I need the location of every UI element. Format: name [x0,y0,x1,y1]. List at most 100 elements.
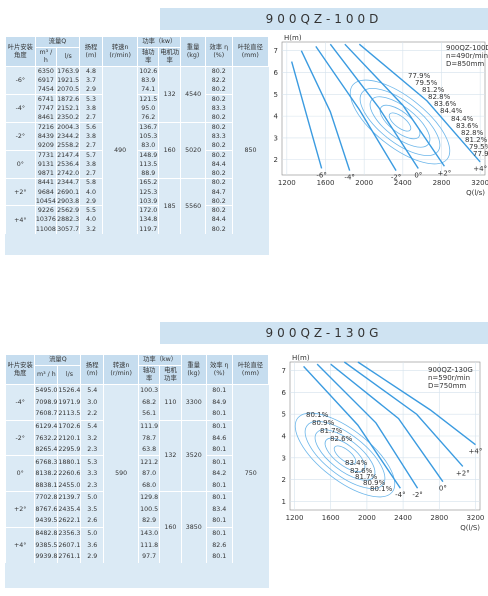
data-row: -4° 5495.0 1526.4 5.4 590 100.3 110 3300 80.1 750 [4,383,269,563]
efficiency-contour [369,96,431,148]
cell: 3.7 [79,75,103,86]
cell: 2344.7 [56,177,80,188]
efficiency-contour [333,445,357,465]
cell: 2295.9 [57,443,81,456]
cell: 1702.6 [57,419,81,433]
cell: 88.9 [137,168,159,179]
y-tick-label: 3 [274,134,278,142]
cell: 5.4 [80,419,104,433]
performance-curve [330,363,444,483]
data-row: +2° 8441 2344.7 5.8 165.2 185 5560 80.2 [5,177,269,234]
x-axis-label: Q(l/S) [460,524,480,532]
cell: 2113.5 [57,408,81,421]
cell: 105.3 [137,131,159,141]
curve-label: 0° [439,485,447,493]
cell: 2.3 [80,479,104,492]
cell: 1763.9 [56,65,80,76]
data-row: 7608.7 2113.5 2.2 56.1 80.1 [6,408,269,421]
cell: 8439 [34,131,57,141]
cell: 95.0 [137,103,159,113]
y-tick-label: 4 [274,113,279,121]
cell: 4.0 [79,215,103,225]
performance-curve [343,361,464,467]
cell: 5495.0 [34,384,58,397]
cell: 4.8 [79,65,103,76]
cell: 2.9 [80,550,104,563]
cell: 165.2 [137,177,159,188]
y-tick-label: 5 [274,91,278,99]
header-cell: 转速n (r/min) [102,354,140,385]
data-row: 8838.1 2455.0 2.3 68.0 80.1 [6,479,269,492]
data-row: 0° 7731 2147.4 5.7 148.9 80.2 [5,149,269,179]
cell: 63.8 [138,443,160,456]
cell: 10376 [34,215,57,225]
data-row: 8461 2350.2 2.7 76.2 80.2 [6,112,269,123]
efficiency-label: 81.2% [465,136,488,144]
cell: 83.3 [205,103,233,113]
cell: 125.3 [137,187,159,197]
motor-cell: 160 [159,491,182,563]
section-title: 900QZ-100D [160,8,488,30]
cell: 3.8 [79,159,103,169]
cell: 148.9 [137,149,159,160]
cell: 80.2 [205,65,233,76]
data-row: +2° 7702.8 2139.7 5.0 129.8 160 3850 80.1 [4,491,269,563]
data-row: 0° 6768.3 1880.1 5.3 121.2 80.1 [4,455,269,492]
cell: 7216 [34,121,57,132]
cell: 80.1 [205,443,233,456]
cell: 80.2 [205,93,233,104]
efficiency-contour [359,88,441,156]
cell: 3.8 [79,103,103,113]
cell: 2903.8 [56,196,80,206]
angle-cell: -2° [5,121,36,151]
performance-curve [315,45,397,171]
cell: 84.4 [205,159,233,169]
curve-label: -4° [344,174,354,182]
cell: 103.9 [137,196,159,206]
angle-cell: 0° [5,149,36,179]
efficiency-label: 77.9% [473,150,488,158]
cell: 2536.4 [56,159,80,169]
efficiency-label: 79.5% [415,79,438,87]
cell: 100.5 [138,503,160,516]
cell: 2455.0 [57,479,81,492]
cell: 80.1 [205,526,233,540]
curve-label: -4° [395,491,405,499]
x-tick-label: 3200 [471,179,488,187]
cell: 80.2 [205,85,233,95]
cell: 1971.9 [57,396,81,409]
data-row: -4° 6741 1872.6 5.3 121.5 80.2 [5,93,269,123]
data-row: -2° 6129.4 1702.6 5.4 111.9 132 3520 80.1 [4,419,269,492]
cell: 80.2 [205,177,233,188]
cell: 1872.6 [56,93,80,104]
cell: 2356.3 [57,526,81,540]
cell: 76.2 [137,112,159,123]
performance-curve [357,361,476,446]
cell: 8767.6 [34,503,58,516]
cell: 2.7 [79,168,103,179]
cell: 111.8 [138,539,160,551]
efficiency-contour [294,412,396,498]
cell: 3.6 [80,539,104,551]
cell: 2607.1 [57,539,81,551]
cell: 2070.5 [56,85,80,95]
cell: 119.7 [137,224,159,234]
cell: 97.7 [138,550,160,563]
header-row: 叶片安装角度 流量Q 扬程 (m) 转速n (r/min) 功率（kw） 重量 (kg) 效… [5,36,270,67]
cell: 82.9 [138,515,160,528]
cell: 2761.1 [57,550,81,563]
weight-cell: 5020 [180,121,206,179]
data-row: 8767.6 2435.4 3.5 100.5 83.4 [6,503,269,516]
y-tick-label: 4 [282,433,287,441]
cell: 136.7 [137,121,159,132]
cell: 5.6 [79,121,103,132]
data-row: 10376 2882.3 4.0 134.8 84.4 [6,215,269,225]
efficiency-label: 82.6% [350,467,373,475]
cell: 8482.8 [34,526,58,540]
y-tick-label: 6 [282,389,287,397]
performance-curve [344,43,445,167]
data-row: 9209 2558.2 2.7 83.0 80.2 [6,140,269,151]
cell: 3057.7 [56,224,80,234]
y-tick-label: 2 [282,476,286,484]
speed-cell: 590 [102,383,139,563]
